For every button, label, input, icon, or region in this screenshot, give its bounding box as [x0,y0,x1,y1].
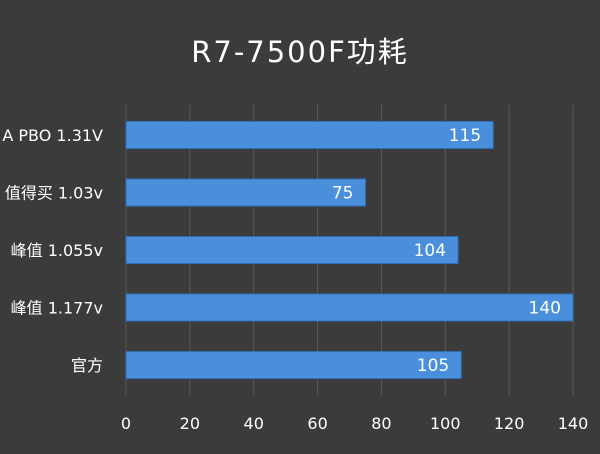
bar [125,293,574,322]
bar-value-label: 75 [332,184,354,204]
x-tick-label: 80 [371,414,391,433]
x-tick-label: 40 [244,414,264,433]
x-tick-label: 60 [307,414,327,433]
x-tick-label: 20 [180,414,200,433]
category-label: 官方 [71,356,103,375]
x-tick-label: 100 [430,414,461,433]
bar [125,121,494,149]
bar [125,351,462,379]
category-label: A PBO 1.31V [2,126,103,145]
bar-value-label: 105 [417,356,449,376]
bars: 115 75 104 140 105 [125,121,574,379]
bar-value-label: 140 [529,299,561,319]
category-label: 值得买 1.03v [5,184,103,203]
x-tick-label: 0 [121,414,131,433]
x-tick-label: 140 [558,414,589,433]
bar-value-label: 104 [414,241,446,261]
bar [125,178,366,207]
bar-value-label: 115 [449,126,481,146]
category-label: 峰值 1.055v [11,241,103,260]
category-label: 峰值 1.177v [11,299,103,318]
chart-title: R7-7500F功耗 [191,35,409,69]
x-axis-ticks: 0 20 40 60 80 100 120 140 [121,414,588,433]
x-tick-label: 120 [494,414,525,433]
category-labels: A PBO 1.31V 值得买 1.03v 峰值 1.055v 峰值 1.177v 官方 [2,126,103,375]
bar [125,236,459,264]
